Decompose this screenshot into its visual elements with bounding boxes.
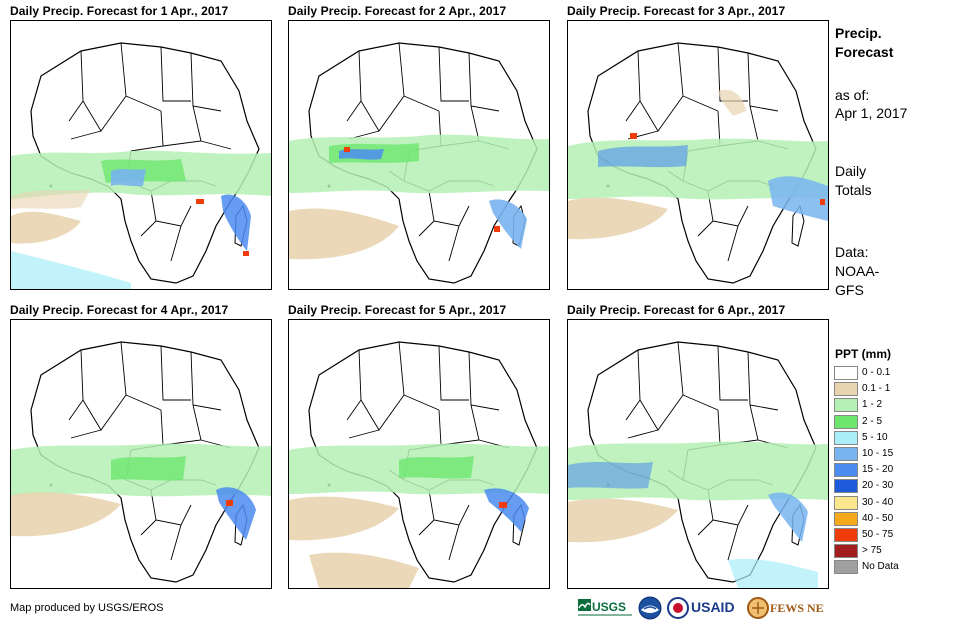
legend-item: 1 - 2 <box>834 397 954 413</box>
africa-precip-map <box>11 341 271 583</box>
legend-label: 5 - 10 <box>862 431 888 443</box>
legend-swatch <box>834 382 858 397</box>
fewsnet-logo: FEWS NET <box>746 596 832 620</box>
data-source-line3: GFS <box>835 282 864 298</box>
legend-item: 30 - 40 <box>834 495 954 511</box>
africa-precip-map <box>11 42 271 289</box>
legend-swatch <box>834 560 858 575</box>
asof-label: as of: <box>835 87 870 103</box>
legend-item: 20 - 30 <box>834 478 954 494</box>
usaid-logo-text: USAID <box>691 599 735 615</box>
precip-map <box>10 20 272 290</box>
legend-item: 0 - 0.1 <box>834 365 954 381</box>
legend-swatch <box>834 544 858 559</box>
legend-swatch <box>834 447 858 461</box>
africa-precip-map <box>289 341 549 588</box>
precip-map <box>567 20 829 290</box>
legend-label: 30 - 40 <box>862 496 894 508</box>
legend-swatch <box>834 511 858 526</box>
forecast-title-line1: Precip. <box>835 25 882 41</box>
legend-label: 50 - 75 <box>862 529 894 540</box>
legend-item: 50 - 75 <box>834 527 954 543</box>
legend-item: 5 - 10 <box>834 430 954 446</box>
legend-label: 2 - 5 <box>862 415 883 427</box>
legend-item: 40 - 50 <box>834 511 954 527</box>
panel-title: Daily Precip. Forecast for 2 Apr., 2017 <box>288 4 507 18</box>
forecast-title-line2: Forecast <box>835 44 894 60</box>
asof-date: Apr 1, 2017 <box>835 105 908 121</box>
data-source-line1: Data: <box>835 244 869 260</box>
legend-swatch <box>834 366 858 380</box>
data-source-line2: NOAA- <box>835 263 880 279</box>
legend-label: 0.1 - 1 <box>862 383 891 395</box>
legend-label: 0 - 0.1 <box>862 367 891 378</box>
precip-map <box>288 319 550 589</box>
legend-swatch <box>834 479 858 494</box>
legend-label: 1 - 2 <box>862 399 883 411</box>
legend-swatch <box>834 463 858 478</box>
legend-item: 15 - 20 <box>834 462 954 478</box>
usaid-logo: USAID <box>667 596 743 620</box>
panel-title: Daily Precip. Forecast for 1 Apr., 2017 <box>10 4 229 18</box>
panel-title: Daily Precip. Forecast for 6 Apr., 2017 <box>567 303 786 317</box>
legend-swatch <box>834 414 858 429</box>
legend-label: No Data <box>862 561 899 573</box>
legend-label: 20 - 30 <box>862 480 894 492</box>
fewsnet-logo-text: FEWS NET <box>770 601 824 615</box>
usgs-logo-text: USGS <box>592 600 626 614</box>
totals-line1: Daily <box>835 163 867 179</box>
legend-label: > 75 <box>862 545 882 557</box>
precip-map <box>10 319 272 589</box>
panel-title: Daily Precip. Forecast for 4 Apr., 2017 <box>10 303 229 317</box>
usgs-logo: USGS <box>578 596 634 620</box>
legend-item: No Data <box>834 559 954 575</box>
legend-item: > 75 <box>834 543 954 559</box>
precip-map <box>288 20 550 290</box>
map-credit: Map produced by USGS/EROS <box>10 602 164 614</box>
panel-title: Daily Precip. Forecast for 3 Apr., 2017 <box>567 4 786 18</box>
noaa-logo <box>638 596 662 620</box>
legend-item: 10 - 15 <box>834 446 954 462</box>
totals-line2: Totals <box>835 182 872 198</box>
legend-title: PPT (mm) <box>835 347 892 361</box>
legend-swatch <box>834 398 858 413</box>
legend-swatch <box>834 495 858 510</box>
africa-precip-map <box>568 42 828 284</box>
precip-map <box>567 319 829 589</box>
legend-label: 10 - 15 <box>862 448 894 459</box>
legend-label: 40 - 50 <box>862 512 894 524</box>
legend-swatch <box>834 528 858 542</box>
panel-title: Daily Precip. Forecast for 5 Apr., 2017 <box>288 303 507 317</box>
africa-precip-map <box>289 42 549 284</box>
africa-precip-map <box>568 341 828 588</box>
legend-item: 2 - 5 <box>834 414 954 430</box>
legend-label: 15 - 20 <box>862 464 894 476</box>
legend-item: 0.1 - 1 <box>834 381 954 397</box>
legend-swatch <box>834 430 858 445</box>
